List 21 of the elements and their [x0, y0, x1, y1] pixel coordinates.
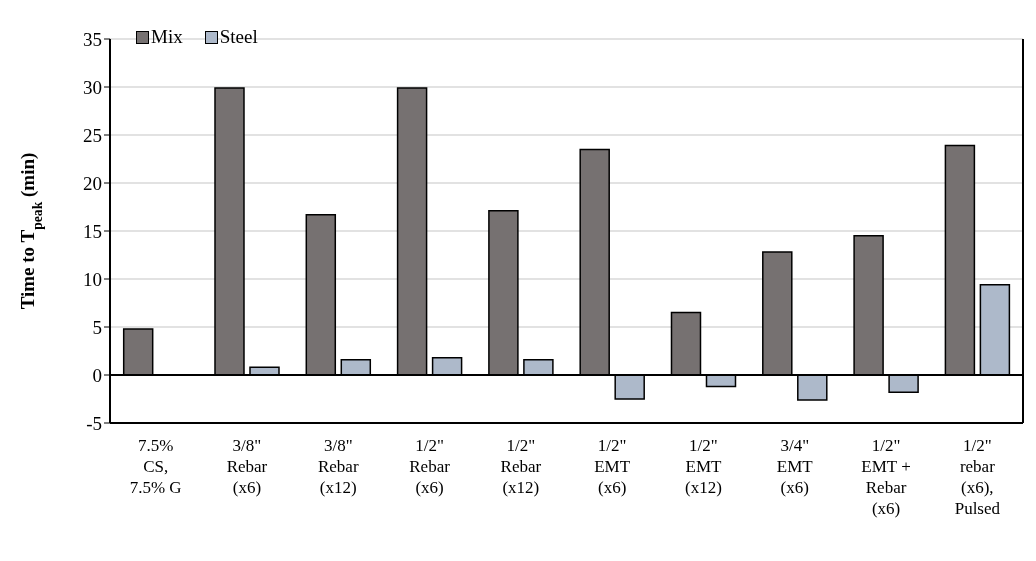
x-tick-label: 1/2" EMT + Rebar (x6): [861, 436, 911, 518]
x-tick-label: 1/2" Rebar (x12): [500, 436, 542, 497]
legend-label: Mix: [151, 26, 183, 48]
x-tick-label: 7.5% CS, 7.5% G: [129, 436, 182, 497]
x-tick-label: 3/4" EMT (x6): [776, 436, 814, 497]
y-tick-label: 10: [83, 268, 102, 290]
x-tick-label: 3/8" Rebar (x12): [317, 436, 359, 497]
x-tick-label: 3/8" Rebar (x6): [226, 436, 268, 497]
x-tick-label: 1/2" EMT (x6): [594, 436, 631, 497]
y-tick-label: -5: [86, 412, 102, 434]
y-tick-label: 30: [83, 76, 102, 98]
x-tick-label: 1/2" Rebar (x6): [409, 436, 451, 497]
y-tick-label: 5: [92, 316, 102, 338]
y-tick-label: 15: [83, 220, 102, 242]
x-tick-label: 1/2" rebar (x6), Pulsed: [954, 436, 1001, 518]
x-tick-label: 1/2" EMT (x12): [685, 436, 722, 497]
y-tick-label: 0: [92, 364, 102, 386]
y-tick-label: 20: [83, 172, 102, 194]
legend-label: Steel: [219, 26, 258, 48]
y-tick-label: 35: [83, 28, 102, 50]
y-tick-label: 25: [83, 124, 102, 146]
